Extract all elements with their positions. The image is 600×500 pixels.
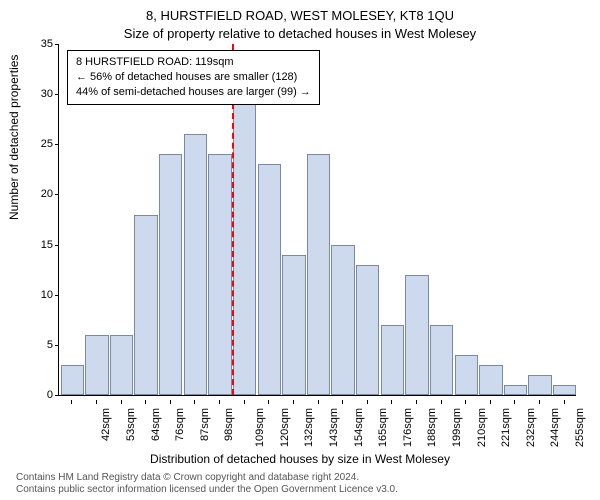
histogram-bar [479,365,502,395]
x-tick-mark [490,400,491,404]
info-line-3: 44% of semi-detached houses are larger (… [76,85,311,100]
x-tick-mark [268,400,269,404]
x-tick-mark [194,400,195,404]
histogram-bar [307,154,330,395]
x-tick-mark [121,400,122,404]
chart-title: Size of property relative to detached ho… [0,26,600,41]
histogram-bar [110,335,133,395]
info-box: 8 HURSTFIELD ROAD: 119sqm ← 56% of detac… [67,50,320,105]
x-tick-label: 255sqm [574,408,600,447]
histogram-bar [455,355,478,395]
plot-area: 05101520253035 8 HURSTFIELD ROAD: 119sqm… [58,44,576,396]
histogram-bar [159,154,182,395]
x-tick-row: 42sqm53sqm64sqm76sqm87sqm98sqm109sqm120s… [58,400,576,450]
x-tick-mark [441,400,442,404]
footer-line-2: Contains public sector information licen… [16,484,398,496]
histogram-bar [430,325,453,395]
histogram-bar [134,215,157,396]
super-title: 8, HURSTFIELD ROAD, WEST MOLESEY, KT8 1Q… [0,8,600,23]
histogram-bar [282,255,305,395]
histogram-bar [208,154,231,395]
histogram-bar [233,104,256,395]
histogram-bar [61,365,84,395]
histogram-bar [331,245,354,395]
footer-attribution: Contains HM Land Registry data © Crown c… [16,472,398,496]
x-tick-mark [514,400,515,404]
histogram-bar [258,164,281,395]
x-tick-mark [342,400,343,404]
histogram-bar [528,375,551,395]
x-tick-mark [170,400,171,404]
histogram-bar [85,335,108,395]
x-tick-mark [293,400,294,404]
histogram-bar [504,385,527,395]
histogram-bar [553,385,576,395]
info-line-1: 8 HURSTFIELD ROAD: 119sqm [76,55,311,70]
histogram-bar [356,265,379,395]
x-tick-mark [465,400,466,404]
info-line-2: ← 56% of detached houses are smaller (12… [76,70,311,85]
x-tick-mark [244,400,245,404]
histogram-bar [184,134,207,395]
chart-container: 8, HURSTFIELD ROAD, WEST MOLESEY, KT8 1Q… [0,0,600,500]
y-axis-label: Number of detached properties [7,55,21,220]
footer-line-1: Contains HM Land Registry data © Crown c… [16,472,398,484]
x-tick-mark [145,400,146,404]
x-tick-mark [219,400,220,404]
histogram-bar [381,325,404,395]
x-tick-mark [318,400,319,404]
x-tick-mark [416,400,417,404]
x-tick-mark [564,400,565,404]
x-tick-mark [367,400,368,404]
histogram-bar [405,275,428,395]
x-tick-mark [71,400,72,404]
x-tick-mark [391,400,392,404]
x-axis-label: Distribution of detached houses by size … [0,452,600,466]
x-tick-mark [539,400,540,404]
x-tick-mark [96,400,97,404]
